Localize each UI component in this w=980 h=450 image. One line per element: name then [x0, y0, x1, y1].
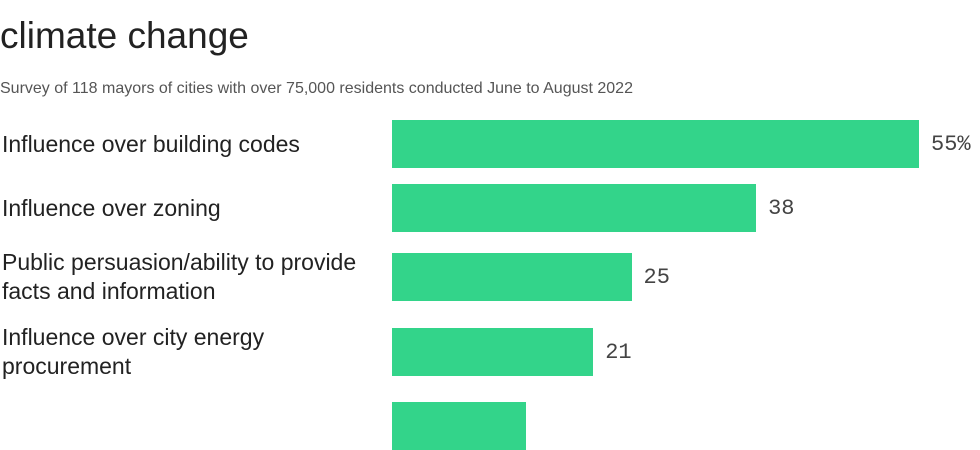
- category-label: Public persuasion/ability to provide fac…: [2, 249, 357, 304]
- bar: [392, 120, 919, 168]
- value-label: 55%: [931, 131, 971, 157]
- value-label: 21: [605, 339, 632, 365]
- category-label: Influence over building codes: [2, 130, 300, 157]
- category-label: Influence over city energy procurement: [2, 324, 265, 379]
- chart-subtitle: Survey of 118 mayors of cities with over…: [0, 80, 633, 97]
- value-label: 25: [643, 264, 670, 290]
- bar: [392, 402, 527, 450]
- chart-title: climate change: [0, 15, 249, 56]
- bar: [392, 184, 757, 232]
- bar: [392, 253, 632, 301]
- page: {"chart_data": {"type": "bar", "orientat…: [0, 15, 971, 450]
- bar: [392, 328, 594, 376]
- category-label: Influence over zoning: [2, 194, 221, 221]
- value-label: 38: [768, 195, 795, 221]
